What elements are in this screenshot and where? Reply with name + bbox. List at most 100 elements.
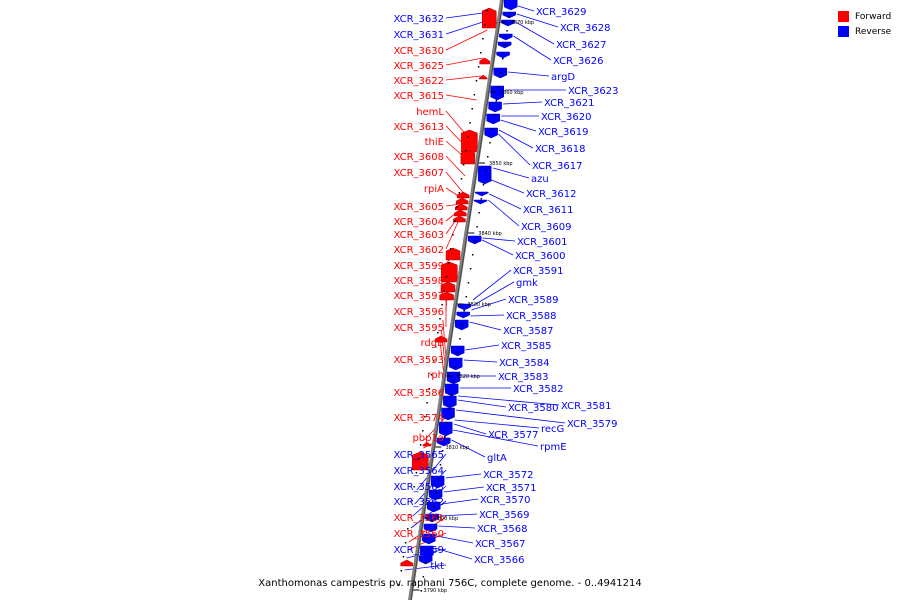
axis-dot <box>439 464 442 466</box>
axis-dot <box>491 128 493 130</box>
reverse-gene-label: XCR_3579 <box>567 419 618 430</box>
reverse-gene-label: XCR_3619 <box>538 127 589 138</box>
axis-dot <box>497 86 500 88</box>
scale-tick-label: 3860 kbp <box>500 90 524 96</box>
axis-dot <box>444 436 446 438</box>
axis-dot <box>502 58 504 60</box>
reverse-gene <box>428 489 443 501</box>
axis-dot <box>476 226 478 228</box>
reverse-gene <box>444 383 459 397</box>
reverse-swatch <box>838 26 849 37</box>
axis-dot <box>419 444 422 446</box>
reverse-gene-label: XCR_3587 <box>503 326 554 337</box>
reverse-label-connector <box>436 535 474 544</box>
axis-dot <box>465 296 468 298</box>
axis-dot <box>462 164 465 166</box>
gene-features <box>400 0 518 567</box>
axis-dot <box>467 136 469 138</box>
axis-dot <box>446 422 448 424</box>
reverse-label-connector <box>434 547 473 560</box>
axis-dot <box>465 150 467 152</box>
reverse-gene-label: XCR_3623 <box>568 86 619 97</box>
reverse-gene-label: XCR_3628 <box>560 23 611 34</box>
axis-dot <box>411 500 413 502</box>
reverse-label-connector <box>493 167 530 179</box>
forward-label-connector <box>445 75 481 81</box>
forward-gene <box>412 451 429 471</box>
forward-gene <box>461 129 478 153</box>
reverse-label-connector <box>443 486 485 493</box>
forward-gene-label: XCR_3622 <box>393 76 444 87</box>
axis-dot <box>482 184 485 186</box>
reverse-gene-label: XCR_3572 <box>483 470 534 481</box>
forward-label-connector <box>414 469 447 505</box>
forward-gene-label: thiE <box>425 137 444 148</box>
forward-gene-label: XCR_3596 <box>393 307 444 318</box>
reverse-gene <box>443 395 457 409</box>
reverse-label-connector <box>454 419 540 429</box>
forward-gene-label: XCR_3608 <box>393 152 444 163</box>
reverse-gene-label: rpmE <box>540 442 567 453</box>
reverse-label-connector <box>472 269 512 301</box>
reverse-gene-label: XCR_3617 <box>532 161 583 172</box>
gene-labels: XCR_3632 XCR_3631 XCR_3630 XCR_3625 XCR_3622… <box>393 7 618 572</box>
axis-dot <box>473 94 476 96</box>
reverse-gene <box>490 85 504 101</box>
reverse-gene <box>446 371 461 385</box>
axis-dot <box>461 324 463 326</box>
reverse-gene-label: XCR_3577 <box>488 430 539 441</box>
reverse-label-connector <box>471 281 515 307</box>
forward-gene-label: XCR_3593 <box>393 355 444 366</box>
axis-dot <box>480 198 483 200</box>
reverse-gene <box>430 475 445 489</box>
forward-gene-label: XCR_3625 <box>393 61 444 72</box>
forward-gene <box>454 209 467 217</box>
reverse-label-connector <box>503 101 543 105</box>
forward-gene-label: XCR_3599 <box>393 261 444 272</box>
reverse-gene <box>436 437 451 447</box>
forward-label-connector <box>445 203 461 207</box>
axis-line-shadow <box>410 0 504 600</box>
reverse-label-connector <box>470 314 505 317</box>
forward-gene <box>481 7 497 29</box>
forward-label-connector <box>445 221 459 250</box>
scale-ticks: 3870 kbp 3860 kbp 3850 kbp 3840 kbp 3830 kbp… <box>398 10 534 594</box>
reverse-gene-label: XCR_3589 <box>508 295 559 306</box>
forward-gene-label: XCR_3632 <box>393 14 444 25</box>
axis-dot <box>441 304 443 306</box>
forward-gene-label: XCR_3631 <box>393 30 444 41</box>
reverse-gene-label: XCR_3600 <box>515 251 566 262</box>
axis-dot <box>437 478 440 480</box>
legend-label-forward: Forward <box>855 11 892 22</box>
reverse-gene <box>502 11 516 19</box>
forward-gene <box>441 261 458 283</box>
reverse-gene <box>484 127 498 139</box>
reverse-gene <box>448 357 463 371</box>
forward-gene <box>453 215 466 223</box>
scale-tick-label: 3850 kbp <box>489 161 513 167</box>
axis-dot <box>430 374 433 376</box>
axis-dot <box>459 338 461 340</box>
reverse-gene-label: XCR_3584 <box>499 358 550 369</box>
forward-gene-label: XCR_3562 <box>393 497 444 508</box>
axis-dot <box>422 576 425 578</box>
axis-dot <box>413 486 415 488</box>
reverse-label-connector <box>438 525 476 529</box>
axis-dot <box>454 366 457 368</box>
axis-dot <box>426 402 428 404</box>
axis-dot <box>433 506 435 508</box>
reverse-gene-label: XCR_3571 <box>486 483 537 494</box>
reverse-label-connector <box>471 298 507 311</box>
forward-gene-label: XCR_3605 <box>393 202 444 213</box>
scale-tick-label: 3810 kbp <box>445 445 469 451</box>
reverse-gene <box>477 165 492 185</box>
axis-dot <box>458 192 461 194</box>
forward-gene <box>400 559 413 567</box>
reverse-label-connector <box>517 5 535 12</box>
axis-dot <box>477 66 480 68</box>
forward-gene <box>479 57 490 65</box>
axis-dot <box>452 234 454 236</box>
reverse-gene-label: XCR_3570 <box>480 495 531 506</box>
reverse-label-connector <box>469 321 502 331</box>
